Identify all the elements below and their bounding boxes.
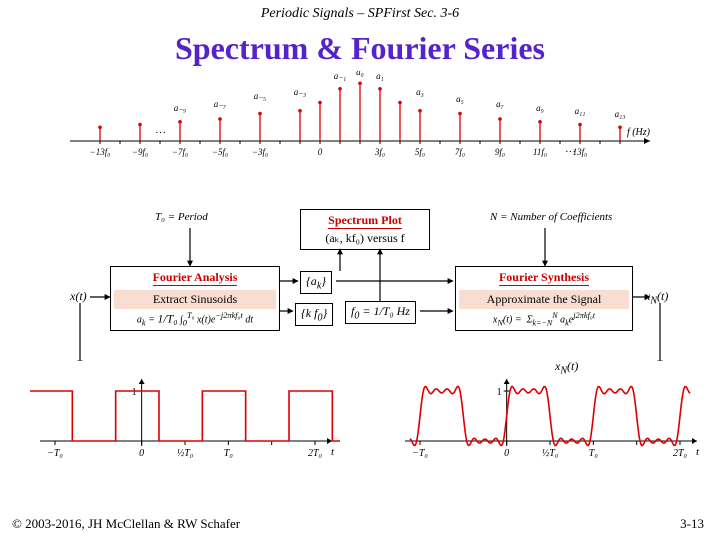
- diagram-arrows: [0, 71, 720, 361]
- svg-text:0: 0: [504, 448, 509, 459]
- svg-text:t: t: [696, 446, 700, 458]
- slide-header: Periodic Signals – SPFirst Sec. 3-6: [0, 0, 720, 22]
- svg-text:½T₀: ½T₀: [542, 448, 559, 459]
- svg-text:T₀: T₀: [589, 448, 599, 459]
- svg-text:2T₀: 2T₀: [308, 448, 323, 459]
- xnt-wave-label: xN(t): [555, 359, 578, 376]
- svg-text:t: t: [331, 446, 335, 458]
- page-number: 3-13: [680, 516, 704, 532]
- copyright: © 2003-2016, JH McClellan & RW Schafer: [12, 516, 240, 532]
- square-wave: −T₀ 0 ½T₀ T₀ 2T₀ 1 t: [30, 371, 340, 471]
- content-area: −13f₀−9f₀−7f₀−5f₀−3f₀03f₀5f₀7f₀9f₀11f₀13…: [0, 71, 720, 501]
- svg-text:2T₀: 2T₀: [673, 448, 688, 459]
- svg-text:½T₀: ½T₀: [177, 448, 194, 459]
- svg-text:0: 0: [139, 448, 144, 459]
- approx-wave: −T₀ 0 ½T₀ T₀ 2T₀ 1 t: [395, 371, 705, 471]
- svg-text:T₀: T₀: [224, 448, 234, 459]
- svg-text:1: 1: [497, 387, 502, 398]
- slide-title: Spectrum & Fourier Series: [0, 30, 720, 67]
- svg-text:−T₀: −T₀: [412, 448, 428, 459]
- svg-text:−T₀: −T₀: [47, 448, 63, 459]
- svg-text:1: 1: [132, 387, 137, 398]
